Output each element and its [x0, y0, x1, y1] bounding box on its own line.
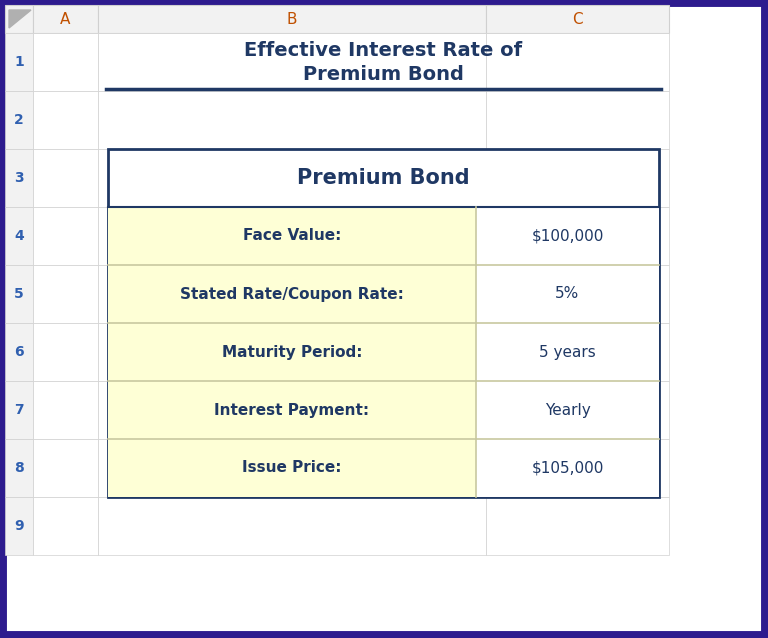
Bar: [108, 265, 476, 323]
Bar: [108, 439, 476, 497]
Bar: [486, 33, 669, 91]
Bar: [486, 207, 669, 265]
Text: 5: 5: [14, 287, 24, 301]
Bar: [486, 497, 669, 555]
Text: 6: 6: [14, 345, 24, 359]
Bar: [486, 149, 669, 207]
Bar: [33, 91, 98, 149]
Bar: [5, 91, 33, 149]
Bar: [33, 439, 98, 497]
Bar: [486, 439, 669, 497]
Text: $100,000: $100,000: [531, 228, 604, 244]
Bar: [108, 149, 659, 497]
Bar: [108, 381, 476, 439]
Text: 2: 2: [14, 113, 24, 127]
Bar: [33, 207, 98, 265]
Bar: [476, 207, 659, 265]
Text: 1: 1: [14, 55, 24, 69]
Bar: [98, 323, 486, 381]
Bar: [5, 497, 33, 555]
Bar: [5, 439, 33, 497]
Text: A: A: [61, 11, 71, 27]
Text: Stated Rate/Coupon Rate:: Stated Rate/Coupon Rate:: [180, 286, 404, 302]
Bar: [5, 149, 33, 207]
Bar: [98, 381, 486, 439]
Bar: [98, 33, 486, 91]
Bar: [33, 265, 98, 323]
Bar: [108, 207, 476, 265]
Bar: [5, 33, 33, 91]
Bar: [476, 323, 659, 381]
Text: Yearly: Yearly: [545, 403, 591, 417]
Text: Effective Interest Rate of: Effective Interest Rate of: [244, 40, 522, 59]
Text: Premium Bond: Premium Bond: [303, 64, 464, 84]
Bar: [476, 439, 659, 497]
Bar: [486, 5, 669, 33]
Bar: [476, 265, 659, 323]
Text: Issue Price:: Issue Price:: [242, 461, 342, 475]
Bar: [33, 381, 98, 439]
Bar: [98, 207, 486, 265]
Text: Premium Bond: Premium Bond: [297, 168, 470, 188]
Text: $105,000: $105,000: [531, 461, 604, 475]
Bar: [5, 381, 33, 439]
Bar: [33, 149, 98, 207]
Bar: [108, 323, 476, 381]
Text: 3: 3: [14, 171, 24, 185]
Bar: [98, 497, 486, 555]
Bar: [486, 91, 669, 149]
Bar: [98, 5, 486, 33]
Bar: [33, 5, 98, 33]
Text: 5%: 5%: [555, 286, 580, 302]
Bar: [33, 497, 98, 555]
Bar: [486, 323, 669, 381]
Bar: [33, 33, 98, 91]
Bar: [486, 381, 669, 439]
Bar: [33, 323, 98, 381]
Text: Face Value:: Face Value:: [243, 228, 341, 244]
Bar: [5, 265, 33, 323]
Bar: [98, 265, 486, 323]
Bar: [476, 381, 659, 439]
Bar: [5, 207, 33, 265]
Text: 7: 7: [14, 403, 24, 417]
Text: 4: 4: [14, 229, 24, 243]
Polygon shape: [9, 10, 31, 28]
Bar: [98, 91, 486, 149]
Bar: [5, 323, 33, 381]
Text: Maturity Period:: Maturity Period:: [222, 345, 362, 359]
Bar: [486, 265, 669, 323]
Bar: [98, 439, 486, 497]
Text: C: C: [572, 11, 583, 27]
Text: 9: 9: [14, 519, 24, 533]
Bar: [5, 5, 33, 33]
Text: 5 years: 5 years: [539, 345, 596, 359]
Text: Interest Payment:: Interest Payment:: [214, 403, 369, 417]
Text: 8: 8: [14, 461, 24, 475]
Text: B: B: [286, 11, 297, 27]
Bar: [98, 149, 486, 207]
